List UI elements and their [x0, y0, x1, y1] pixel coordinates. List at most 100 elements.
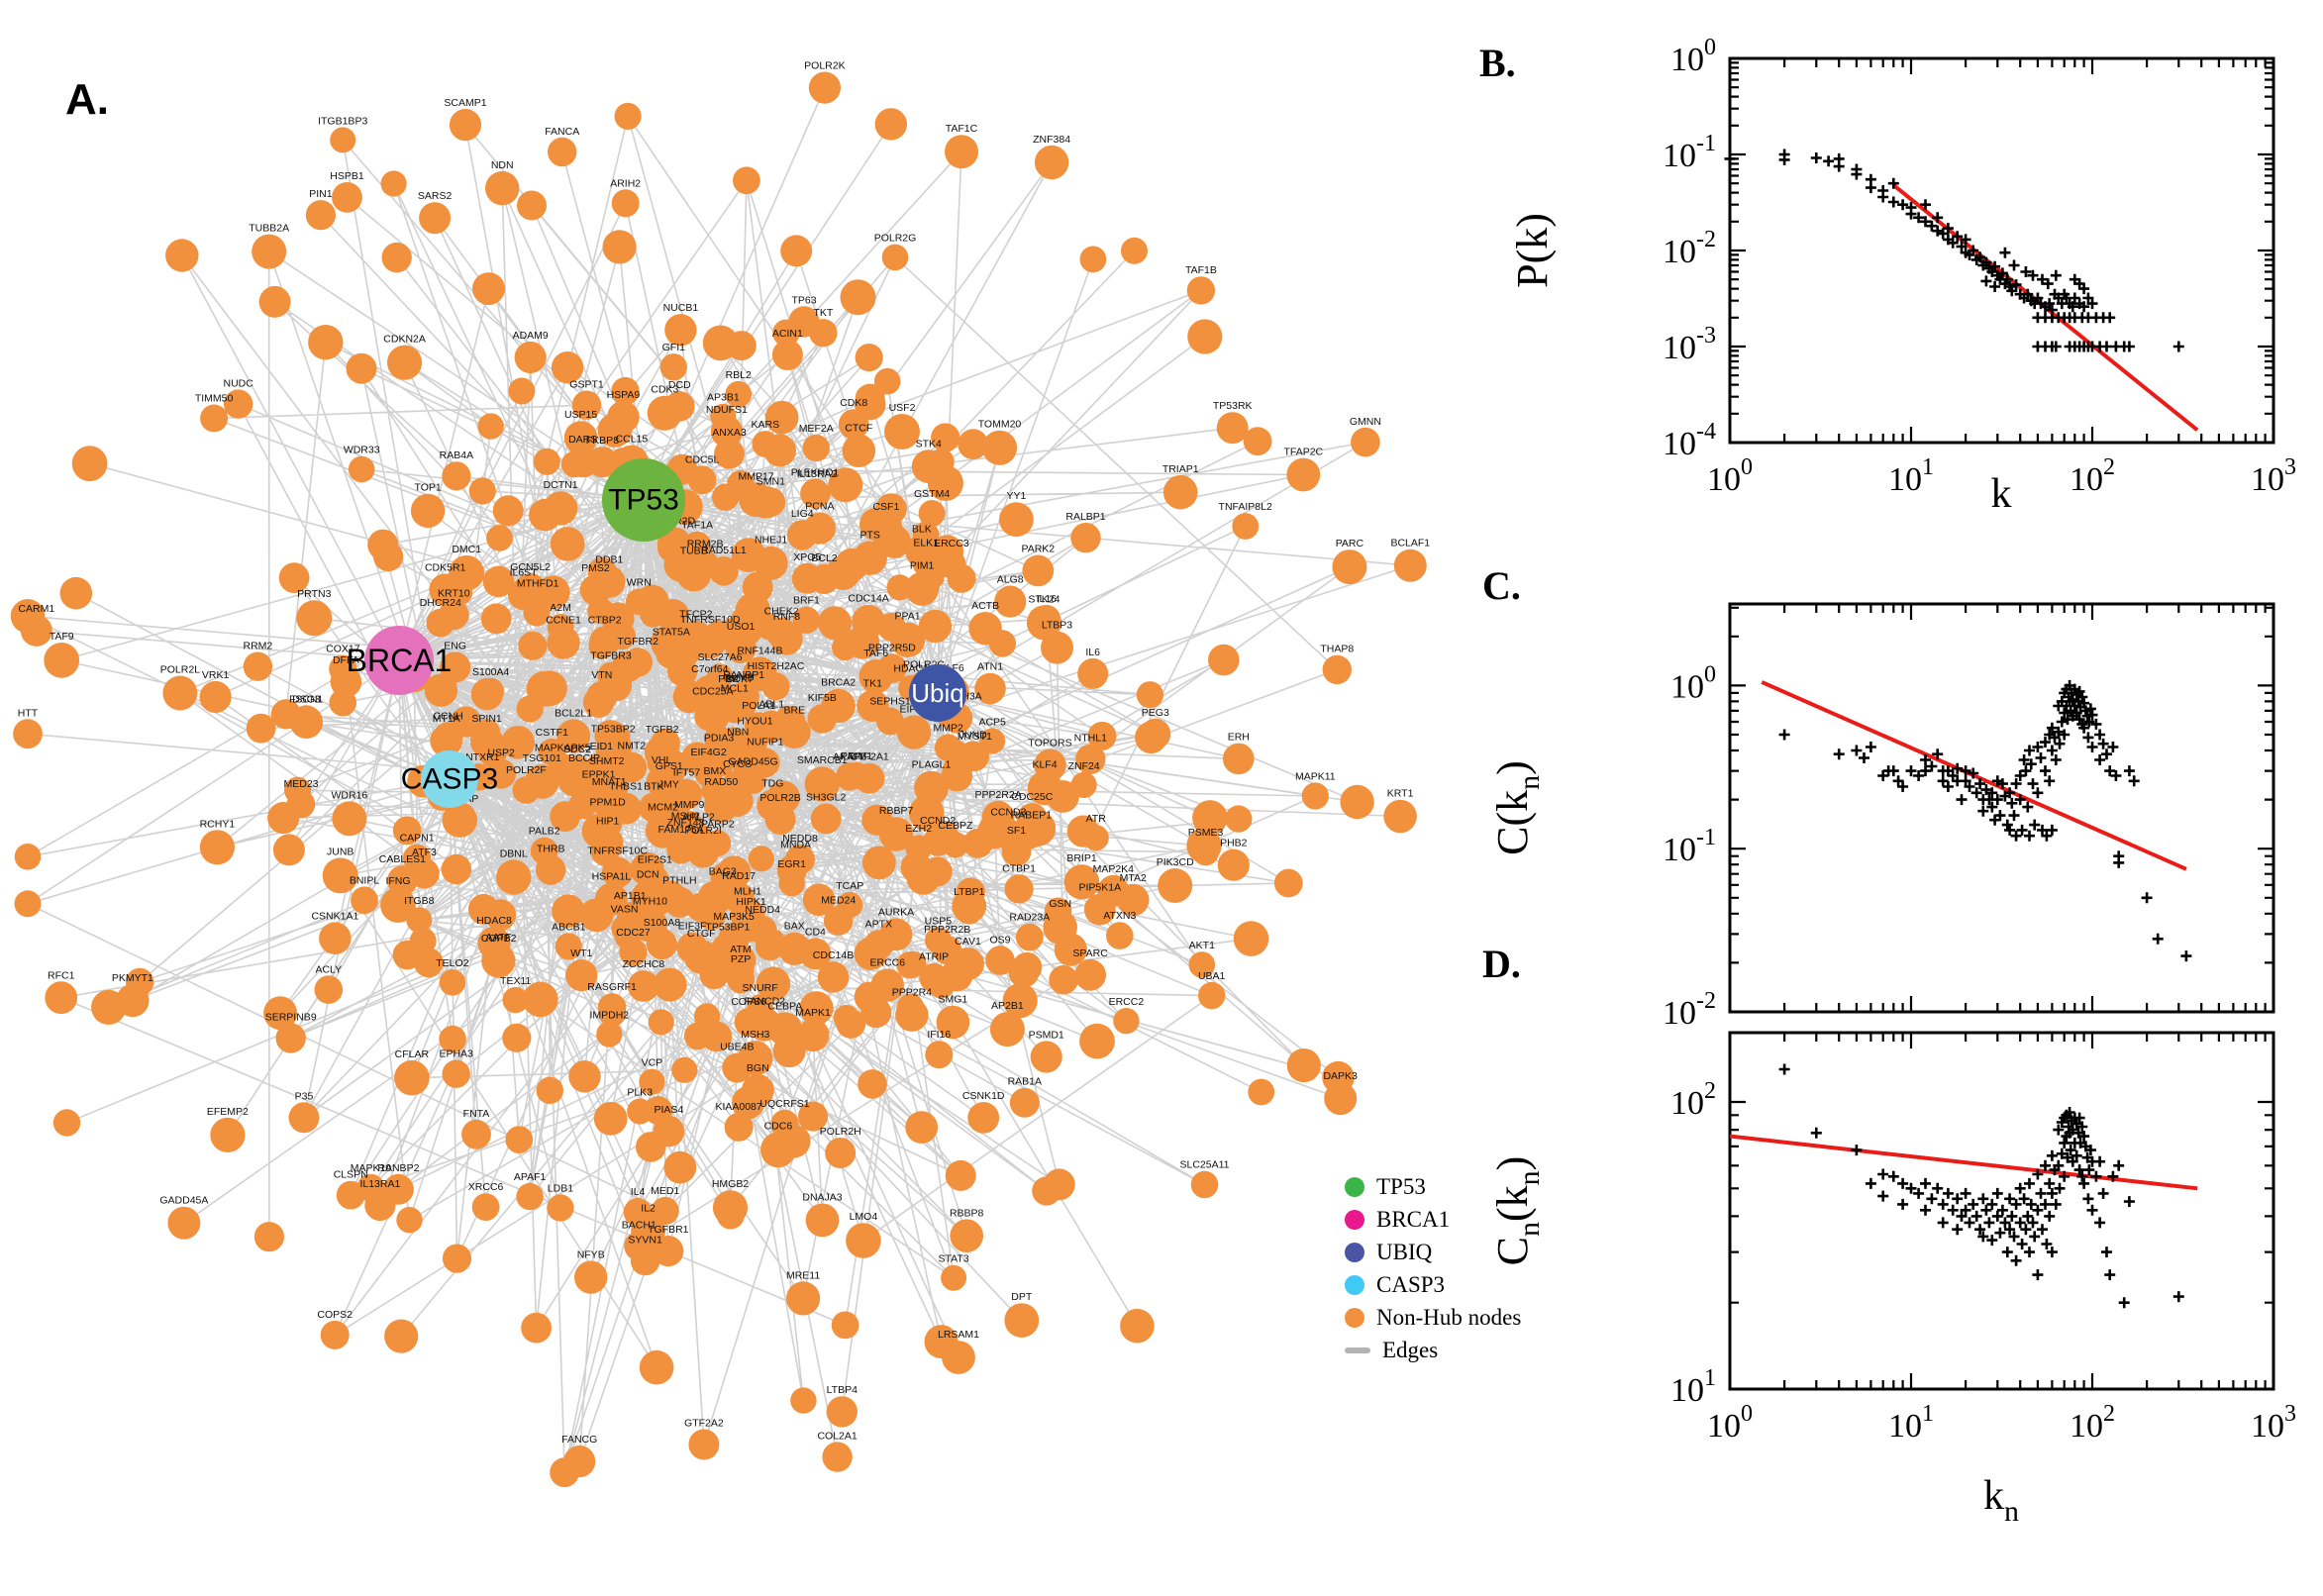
gene-node: [797, 1101, 829, 1132]
gene-node-label: FANCD2: [745, 996, 786, 1008]
gene-node-label: PIP5K1A: [1078, 882, 1121, 894]
gene-node: [1120, 1308, 1155, 1344]
gene-node-label: PSMD1: [1029, 1029, 1064, 1041]
gene-node: [936, 1005, 970, 1040]
gene-node: [291, 705, 322, 736]
gene-node: [14, 890, 42, 918]
hub-node-casp3: [421, 750, 478, 808]
gene-node-label: LTBP1: [954, 886, 984, 898]
gene-node: [896, 715, 932, 749]
gene-node: [854, 937, 887, 970]
gene-node: [373, 542, 404, 572]
gene-node: [585, 780, 612, 807]
gene-node: [653, 967, 687, 1002]
gene-node: [873, 367, 901, 395]
gene-node: [727, 470, 755, 498]
gene-node-label: TOP1: [414, 482, 441, 494]
gene-node: [952, 948, 984, 980]
gene-node-label: UQCRFS1: [759, 1098, 809, 1110]
plot-b: 100 101 102 103 100 10-1 10-2 10-3 10-4 P(k) k: [1508, 35, 2296, 517]
gene-node: [1187, 319, 1223, 354]
gene-node-label: TAF1A: [681, 520, 713, 532]
gene-node: [552, 894, 585, 928]
gene-node-label: CTBP2: [588, 614, 622, 626]
gene-node: [853, 541, 887, 575]
gene-node-label: BRCA2: [821, 677, 856, 689]
gene-node-label: GSN: [1049, 898, 1071, 910]
gene-node: [1158, 868, 1193, 903]
gene-node-label: GFI1: [662, 342, 685, 353]
gene-node: [994, 585, 1027, 618]
gene-node: [1393, 549, 1427, 582]
gene-node-label: FANCG: [561, 1434, 597, 1446]
gene-node: [697, 901, 726, 931]
gene-node-label: CDC6: [764, 1121, 793, 1133]
legend: TP53 BRCA1 UBIQ CASP3 Non-Hub nodes Edge…: [1345, 1170, 1521, 1366]
gene-node: [857, 689, 889, 723]
gene-node-label: IFT57: [673, 767, 701, 779]
gene-node: [1012, 951, 1043, 983]
gene-node-label: SMN1: [757, 476, 785, 488]
gene-node: [165, 239, 199, 272]
gene-node-label: RABEP1: [1011, 809, 1053, 821]
gene-node: [550, 1457, 579, 1488]
gene-node-label: CEBPA: [767, 1000, 802, 1012]
gene-node: [979, 728, 1006, 754]
gene-node-label: COL2A1: [817, 1430, 857, 1442]
gene-node: [441, 853, 472, 885]
gene-node: [1009, 1087, 1040, 1118]
gene-node: [288, 1102, 320, 1134]
gene-node: [656, 638, 687, 669]
panel-c-label: C.: [1482, 563, 1521, 608]
gene-node: [1186, 828, 1222, 863]
gene-node: [817, 961, 850, 993]
gene-node: [889, 622, 926, 657]
gene-node: [1074, 958, 1106, 991]
gene-node: [329, 654, 357, 683]
gene-node: [162, 675, 198, 711]
gene-node: [424, 673, 458, 707]
gene-node: [1049, 964, 1078, 995]
gene-node: [319, 922, 352, 954]
gene-node: [1243, 427, 1272, 456]
gene-node: [803, 512, 837, 545]
gene-node-label: DARS: [568, 434, 597, 446]
gene-node-label: MED1: [651, 1185, 679, 1197]
gene-node-label: RASGRF1: [587, 981, 637, 993]
tick-label: 10-1: [1663, 131, 1716, 174]
gene-node-label: HIST2H2AC: [748, 660, 805, 672]
gene-node-label: CDKN2A: [383, 334, 426, 346]
gene-node-label: PARK2: [1021, 543, 1055, 554]
gene-node-label: EIF3F: [678, 921, 707, 933]
gene-node-label: POLR2F: [506, 764, 547, 776]
gene-node-label: P35: [295, 1090, 314, 1102]
gene-node-label: GSTM4: [914, 488, 950, 500]
gene-node: [447, 804, 475, 834]
gene-node-label: ERCC3: [934, 538, 969, 549]
gene-node-label: IL4: [631, 1186, 646, 1198]
gene-node-label: ATXN3: [1103, 910, 1136, 922]
gene-node-label: PPP2R4: [892, 987, 932, 999]
gene-node-label: MCL1: [721, 683, 749, 695]
gene-node-label: MAPK11: [1295, 770, 1336, 782]
gene-node: [574, 1260, 608, 1294]
gene-node: [468, 477, 496, 505]
gene-node-label: SNURF: [743, 982, 778, 994]
gene-node: [771, 340, 803, 370]
gene-node-label: TOMM20: [978, 419, 1022, 431]
gene-node-label: KRT10: [438, 588, 470, 600]
gene-node: [439, 1025, 466, 1053]
gene-node-label: EGR1: [777, 858, 806, 870]
gene-node-label: APAF1: [514, 1171, 547, 1183]
gene-node: [556, 719, 591, 753]
gene-node-label: TIMM50: [195, 393, 234, 405]
gene-node-label: ANXA3: [712, 427, 747, 439]
gene-node: [516, 1182, 544, 1211]
gene-node-label: PPP2R2B: [924, 924, 970, 936]
gene-node: [627, 1098, 654, 1125]
gene-node: [1223, 743, 1255, 775]
gene-node: [1192, 800, 1228, 836]
gene-node-label: YY1: [1006, 490, 1026, 502]
gene-node-label: IL6: [1085, 647, 1100, 658]
gene-node-label: ATR: [1086, 813, 1107, 825]
